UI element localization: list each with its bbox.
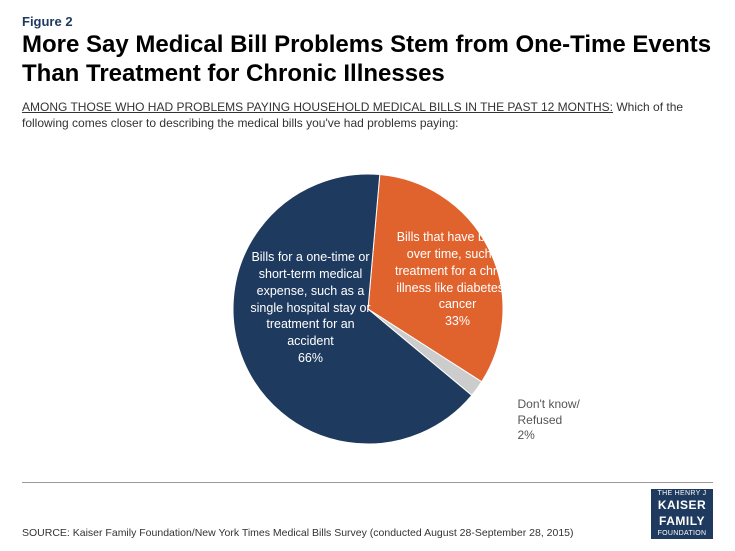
chart-subtitle: AMONG THOSE WHO HAD PROBLEMS PAYING HOUS… bbox=[22, 99, 713, 131]
logo-line: KAISER bbox=[654, 499, 710, 513]
chart-title: More Say Medical Bill Problems Stem from… bbox=[22, 31, 713, 89]
logo-line: THE HENRY J bbox=[654, 490, 710, 498]
pie-svg bbox=[228, 169, 508, 449]
pie-wrap: Bills that have built up over time, such… bbox=[228, 169, 508, 449]
slice-label: Don't know/ Refused2% bbox=[518, 397, 608, 444]
slice-value: 2% bbox=[518, 428, 608, 444]
kaiser-logo: THE HENRY J KAISER FAMILY FOUNDATION bbox=[651, 489, 713, 539]
slice-label-text: Don't know/ Refused bbox=[518, 397, 608, 428]
pie-chart: Bills that have built up over time, such… bbox=[22, 139, 713, 479]
subtitle-emphasis: AMONG THOSE WHO HAD PROBLEMS PAYING HOUS… bbox=[22, 100, 613, 114]
source-text: SOURCE: Kaiser Family Foundation/New Yor… bbox=[22, 527, 574, 539]
footer: SOURCE: Kaiser Family Foundation/New Yor… bbox=[22, 482, 713, 539]
figure-label: Figure 2 bbox=[22, 14, 713, 29]
logo-line: FAMILY bbox=[654, 515, 710, 529]
logo-line: FOUNDATION bbox=[654, 530, 710, 538]
